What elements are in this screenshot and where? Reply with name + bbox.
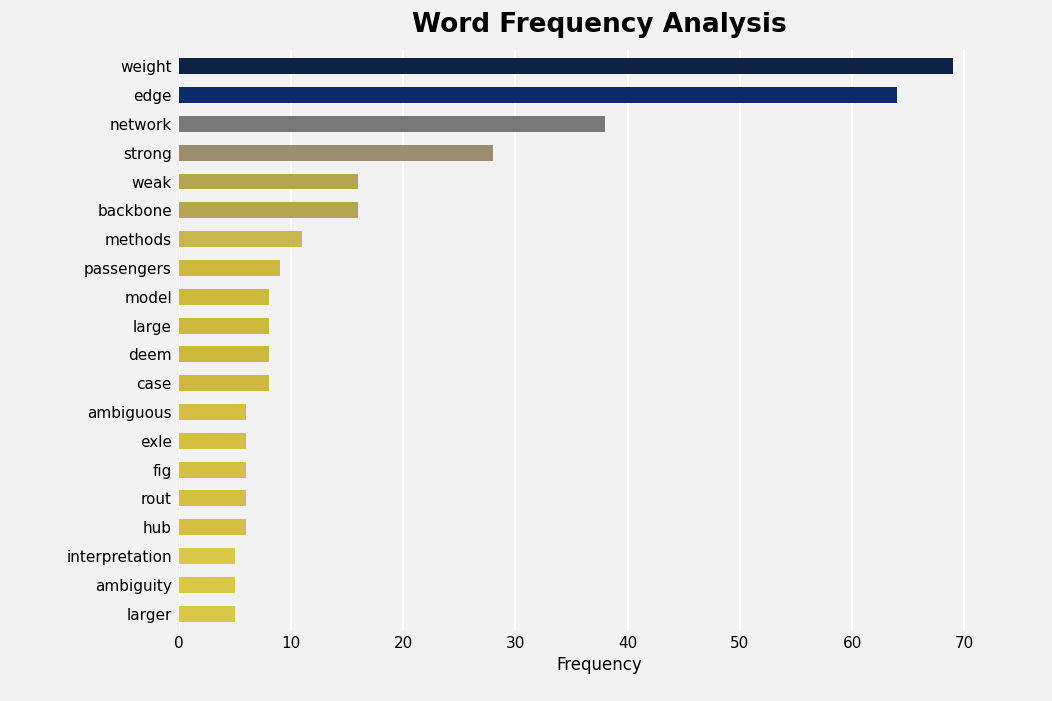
Bar bbox=[179, 203, 359, 218]
Bar bbox=[179, 346, 268, 362]
Bar bbox=[179, 519, 246, 535]
Bar bbox=[179, 404, 246, 420]
Bar bbox=[179, 231, 302, 247]
Bar bbox=[179, 433, 246, 449]
Bar bbox=[179, 145, 493, 161]
Bar bbox=[179, 318, 268, 334]
Bar bbox=[179, 58, 953, 74]
Bar bbox=[179, 462, 246, 477]
Bar bbox=[179, 87, 897, 103]
Bar bbox=[179, 577, 235, 593]
Bar bbox=[179, 289, 268, 305]
Title: Word Frequency Analysis: Word Frequency Analysis bbox=[412, 13, 787, 39]
Bar bbox=[179, 548, 235, 564]
Bar bbox=[179, 174, 359, 189]
Bar bbox=[179, 375, 268, 391]
Bar bbox=[179, 116, 605, 132]
X-axis label: Frequency: Frequency bbox=[557, 656, 643, 674]
Bar bbox=[179, 260, 280, 276]
Bar bbox=[179, 606, 235, 622]
Bar bbox=[179, 491, 246, 506]
